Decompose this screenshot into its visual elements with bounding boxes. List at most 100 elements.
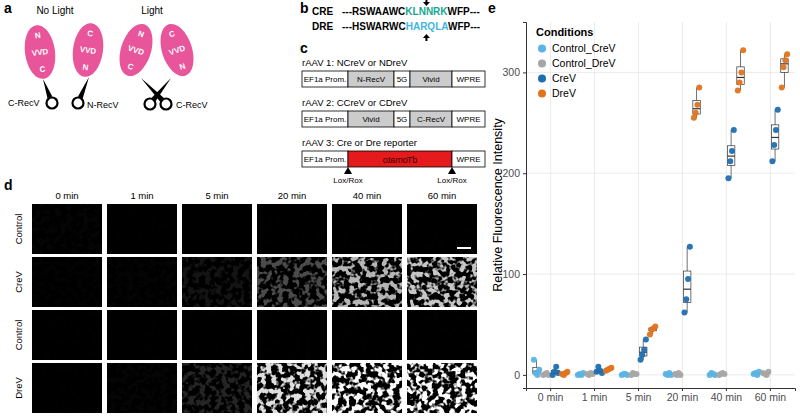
point	[779, 85, 785, 91]
box-median	[737, 77, 744, 78]
micrograph-background	[257, 310, 327, 360]
condition-title: Light	[141, 5, 163, 16]
point	[765, 369, 771, 375]
micrograph	[257, 363, 327, 413]
box-median	[771, 137, 778, 138]
construct-element	[394, 71, 410, 87]
vvd-shape	[113, 20, 158, 81]
point	[681, 309, 687, 315]
scissor-ring	[47, 98, 58, 109]
tick-mark	[523, 274, 526, 275]
point	[696, 85, 702, 91]
micrograph-background	[407, 363, 477, 413]
grid	[526, 22, 795, 388]
micrograph-background	[407, 257, 477, 307]
construct-title: rAAV 2: CCreV or CDreV	[302, 97, 408, 108]
legend-swatch	[538, 45, 546, 53]
scale-bar	[457, 247, 471, 249]
element-label: Vivid	[422, 75, 439, 84]
box-whisker	[775, 110, 776, 125]
micrograph-background	[257, 257, 327, 307]
x-tick: 40 min	[711, 388, 743, 403]
legend: ConditionsControl_CreVControl_DreVCreVDr…	[536, 26, 616, 99]
cut-arrow	[423, 0, 430, 6]
domain-label: C	[87, 29, 94, 39]
micrograph	[107, 363, 177, 413]
point	[693, 110, 699, 116]
panel-label: b	[300, 0, 309, 16]
panel-c: rAAV 1: NCreV or NDreVEF1a Prom.N-RecV5G…	[302, 57, 485, 185]
construct-element	[410, 71, 452, 87]
point	[652, 323, 658, 329]
point	[769, 158, 775, 164]
y-tick: 0	[514, 369, 526, 381]
x-tick: 60 min	[755, 388, 787, 403]
reversed-gene: dTomato	[383, 155, 418, 165]
x-grid-line	[550, 22, 551, 388]
point	[677, 372, 683, 378]
construct-title: rAAV 1: NCreV or NDreV	[302, 57, 408, 68]
point	[771, 142, 777, 148]
sequence-prefix: ---RSWAAWC	[342, 6, 405, 17]
micrograph-background	[332, 310, 402, 360]
point	[735, 88, 741, 94]
point	[729, 148, 735, 154]
axis-title: Relative Fluorescence Intensity	[491, 117, 505, 291]
micrograph	[32, 257, 102, 307]
point	[553, 364, 559, 370]
construct-element	[302, 71, 348, 87]
box-whisker	[696, 88, 697, 101]
fragment-label: C-RecV	[176, 100, 208, 110]
micrograph-background	[332, 257, 402, 307]
site-label: Lox/Rox	[333, 176, 362, 185]
point	[740, 47, 746, 53]
panel-d: 0 min1 min5 min20 min40 min60 minControl…	[13, 190, 477, 413]
legend-title: Conditions	[536, 26, 593, 38]
plot-area	[531, 47, 790, 378]
construct-element	[302, 151, 348, 167]
construct-element	[302, 111, 348, 127]
box-whisker	[687, 247, 688, 271]
element-label: EF1a Prom.	[304, 75, 347, 84]
domain-label: VVD	[31, 47, 49, 58]
domain-label: VVD	[168, 44, 187, 58]
point	[773, 127, 779, 133]
panel-label: c	[300, 40, 308, 56]
y-tick: 300	[502, 66, 526, 78]
micrograph-background	[257, 204, 327, 254]
micrograph	[332, 310, 402, 360]
point	[641, 347, 647, 353]
row-label: Control	[13, 320, 24, 351]
point	[731, 127, 737, 133]
element-label: dTomato	[383, 155, 418, 165]
point	[737, 79, 743, 85]
tick-label: 200	[502, 167, 520, 179]
sequence-prefix: ---HSWARWC	[342, 21, 406, 32]
point	[531, 357, 537, 363]
x-tick: 1 min	[582, 388, 608, 403]
micrograph-background	[107, 363, 177, 413]
y-grid-line	[526, 274, 795, 275]
vvd-shape	[154, 20, 199, 81]
x-tick: 0 min	[538, 388, 564, 403]
box-body	[737, 67, 744, 85]
x-grid-line	[726, 22, 727, 388]
element-label: EF1a Prom.	[304, 155, 347, 164]
tick-label: 0	[514, 369, 520, 381]
panel-label: e	[488, 0, 496, 16]
legend-swatch	[538, 60, 546, 68]
construct-element	[348, 71, 394, 87]
point	[564, 369, 570, 375]
micrograph-background	[407, 310, 477, 360]
tick-label: 40 min	[711, 391, 743, 403]
scissor-blade	[141, 78, 164, 101]
tick-label: 0 min	[538, 391, 564, 403]
micrograph	[32, 310, 102, 360]
micrograph	[332, 257, 402, 307]
element-label: WPRE	[457, 115, 481, 124]
tick-mark	[523, 72, 526, 73]
vvd-shape	[21, 23, 58, 81]
box-whisker	[731, 165, 732, 178]
axis-line	[523, 23, 527, 389]
micrograph	[182, 363, 252, 413]
